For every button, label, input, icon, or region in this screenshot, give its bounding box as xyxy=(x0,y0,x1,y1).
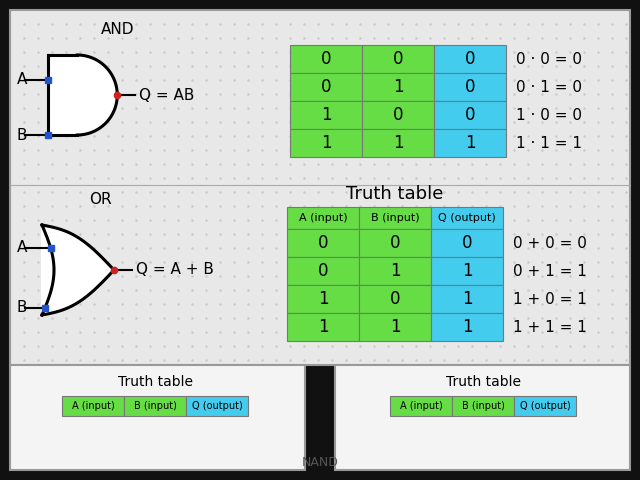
Text: 1: 1 xyxy=(461,290,472,308)
Text: 0: 0 xyxy=(393,50,403,68)
Text: B: B xyxy=(17,128,28,143)
Text: NAND: NAND xyxy=(301,456,339,468)
Text: 0: 0 xyxy=(465,50,476,68)
Bar xyxy=(359,229,431,257)
Text: 0: 0 xyxy=(390,290,400,308)
Text: 0: 0 xyxy=(465,106,476,124)
Bar xyxy=(431,229,503,257)
Bar xyxy=(62,396,124,416)
Text: 1 · 0 = 0: 1 · 0 = 0 xyxy=(516,108,582,122)
Bar xyxy=(287,313,359,341)
Text: Q = A + B: Q = A + B xyxy=(136,263,214,277)
Bar xyxy=(434,73,506,101)
Bar xyxy=(431,313,503,341)
Text: A: A xyxy=(17,240,27,255)
Bar xyxy=(431,257,503,285)
Text: Truth table: Truth table xyxy=(346,185,444,203)
Bar xyxy=(362,101,434,129)
Bar xyxy=(186,396,248,416)
Bar xyxy=(431,285,503,313)
Text: 0: 0 xyxy=(321,78,332,96)
Text: 0: 0 xyxy=(321,50,332,68)
Text: 0 + 0 = 0: 0 + 0 = 0 xyxy=(513,236,587,251)
Text: 1: 1 xyxy=(461,262,472,280)
Text: AND: AND xyxy=(101,23,135,37)
Bar xyxy=(290,101,362,129)
Bar xyxy=(287,257,359,285)
Text: 1 + 1 = 1: 1 + 1 = 1 xyxy=(513,320,587,335)
Text: 0 · 0 = 0: 0 · 0 = 0 xyxy=(516,51,582,67)
Bar xyxy=(359,285,431,313)
Text: Q (output): Q (output) xyxy=(191,401,243,411)
Bar xyxy=(359,207,431,229)
Text: OR: OR xyxy=(89,192,111,207)
Text: 0: 0 xyxy=(317,262,328,280)
Text: 0 · 1 = 0: 0 · 1 = 0 xyxy=(516,80,582,95)
Text: 1: 1 xyxy=(317,318,328,336)
Polygon shape xyxy=(48,55,117,135)
Text: A (input): A (input) xyxy=(399,401,442,411)
Text: A: A xyxy=(17,72,27,87)
Text: B: B xyxy=(17,300,28,315)
Bar xyxy=(362,73,434,101)
Bar xyxy=(287,285,359,313)
Polygon shape xyxy=(42,225,114,315)
Bar xyxy=(287,207,359,229)
Text: 1: 1 xyxy=(390,262,400,280)
Text: B (input): B (input) xyxy=(461,401,504,411)
Text: Truth table: Truth table xyxy=(445,375,520,389)
Bar xyxy=(10,10,630,365)
Bar xyxy=(290,129,362,157)
Text: A (input): A (input) xyxy=(72,401,115,411)
Text: 1: 1 xyxy=(465,134,476,152)
Bar xyxy=(10,365,305,470)
Text: 0 + 1 = 1: 0 + 1 = 1 xyxy=(513,264,587,278)
Bar xyxy=(434,45,506,73)
Text: 1: 1 xyxy=(321,134,332,152)
Bar xyxy=(335,365,630,470)
Text: 1: 1 xyxy=(393,134,403,152)
Text: 1 + 0 = 1: 1 + 0 = 1 xyxy=(513,291,587,307)
Bar xyxy=(362,45,434,73)
Bar xyxy=(452,396,514,416)
Text: 1: 1 xyxy=(393,78,403,96)
Text: 1 · 1 = 1: 1 · 1 = 1 xyxy=(516,135,582,151)
Text: 0: 0 xyxy=(461,234,472,252)
Text: Q (output): Q (output) xyxy=(520,401,570,411)
Bar xyxy=(287,229,359,257)
Bar xyxy=(431,207,503,229)
Bar xyxy=(290,73,362,101)
Text: Q = AB: Q = AB xyxy=(140,87,195,103)
Bar xyxy=(390,396,452,416)
Text: 1: 1 xyxy=(461,318,472,336)
Text: Q (output): Q (output) xyxy=(438,213,496,223)
Text: 0: 0 xyxy=(317,234,328,252)
Text: 1: 1 xyxy=(390,318,400,336)
Text: 0: 0 xyxy=(390,234,400,252)
Bar xyxy=(359,313,431,341)
Bar xyxy=(362,129,434,157)
Bar xyxy=(124,396,186,416)
Text: Truth table: Truth table xyxy=(118,375,193,389)
Text: 0: 0 xyxy=(465,78,476,96)
Bar xyxy=(434,101,506,129)
Text: A (input): A (input) xyxy=(299,213,348,223)
Text: B (input): B (input) xyxy=(134,401,177,411)
Text: 1: 1 xyxy=(317,290,328,308)
Text: B (input): B (input) xyxy=(371,213,419,223)
Text: 1: 1 xyxy=(321,106,332,124)
Bar xyxy=(359,257,431,285)
Bar xyxy=(434,129,506,157)
Bar xyxy=(290,45,362,73)
Text: 0: 0 xyxy=(393,106,403,124)
Bar xyxy=(514,396,576,416)
